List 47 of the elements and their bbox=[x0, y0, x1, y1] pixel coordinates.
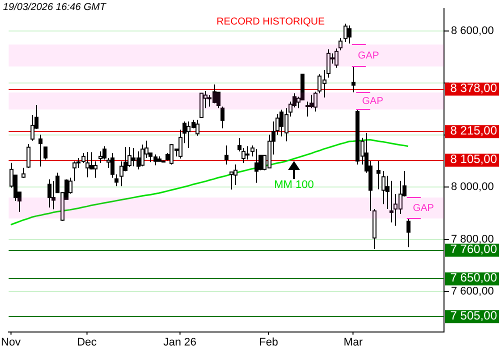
x-tick-label: Dec bbox=[77, 336, 98, 348]
candlestick bbox=[224, 144, 228, 165]
candlestick bbox=[344, 23, 348, 42]
candlestick bbox=[220, 106, 224, 129]
candlestick bbox=[26, 144, 30, 168]
candlestick bbox=[120, 160, 124, 187]
ref-line-label: 7 650,00 bbox=[450, 270, 498, 285]
x-tick-label: Mar bbox=[344, 336, 363, 348]
candlestick bbox=[246, 146, 250, 160]
ref-line-label: 8 105,00 bbox=[450, 152, 498, 166]
candlestick bbox=[334, 48, 338, 68]
candlestick bbox=[128, 146, 132, 168]
candlestick bbox=[352, 66, 356, 93]
series-label: MM 100 bbox=[273, 178, 315, 191]
candlestick bbox=[86, 151, 90, 178]
candlestick bbox=[234, 164, 238, 186]
candlestick bbox=[338, 38, 342, 51]
band-label: GAP bbox=[358, 50, 380, 62]
x-tick-label: Feb bbox=[259, 336, 278, 348]
candlestick bbox=[22, 167, 26, 178]
band-label: GAP bbox=[412, 202, 434, 214]
y-tick-label: 7 800,00 bbox=[451, 233, 494, 246]
ref-line-label: 7 505,00 bbox=[450, 308, 498, 322]
candlestick bbox=[230, 172, 234, 190]
candlestick bbox=[38, 134, 42, 168]
x-tick-label: Jan 26 bbox=[163, 336, 196, 348]
candlestick bbox=[390, 180, 394, 223]
y-tick-label: 7 600,00 bbox=[451, 285, 494, 298]
candlestick bbox=[376, 160, 380, 190]
chart-title: 19/03/2026 16:46 GMT bbox=[3, 2, 107, 13]
band-label: GAP bbox=[362, 96, 384, 107]
ref-line-label: 8 378,00 bbox=[450, 80, 498, 95]
annotation: RECORD HISTORIQUE bbox=[216, 16, 326, 28]
candlestick bbox=[306, 101, 310, 118]
candlestick bbox=[406, 218, 410, 248]
candlestick bbox=[254, 148, 258, 184]
candlestick bbox=[94, 160, 98, 178]
candlestick bbox=[196, 119, 200, 136]
x-tick-label: Nov bbox=[1, 336, 22, 348]
candlestick bbox=[140, 144, 144, 167]
ref-line-label: 8 215,00 bbox=[450, 123, 498, 138]
candlestick bbox=[382, 170, 386, 205]
candlestick bbox=[44, 146, 48, 160]
candlestick bbox=[348, 25, 352, 44]
y-tick-label: 8 600,00 bbox=[451, 24, 494, 37]
y-tick-label: 8 000,00 bbox=[451, 181, 494, 194]
candlestick bbox=[48, 178, 52, 208]
